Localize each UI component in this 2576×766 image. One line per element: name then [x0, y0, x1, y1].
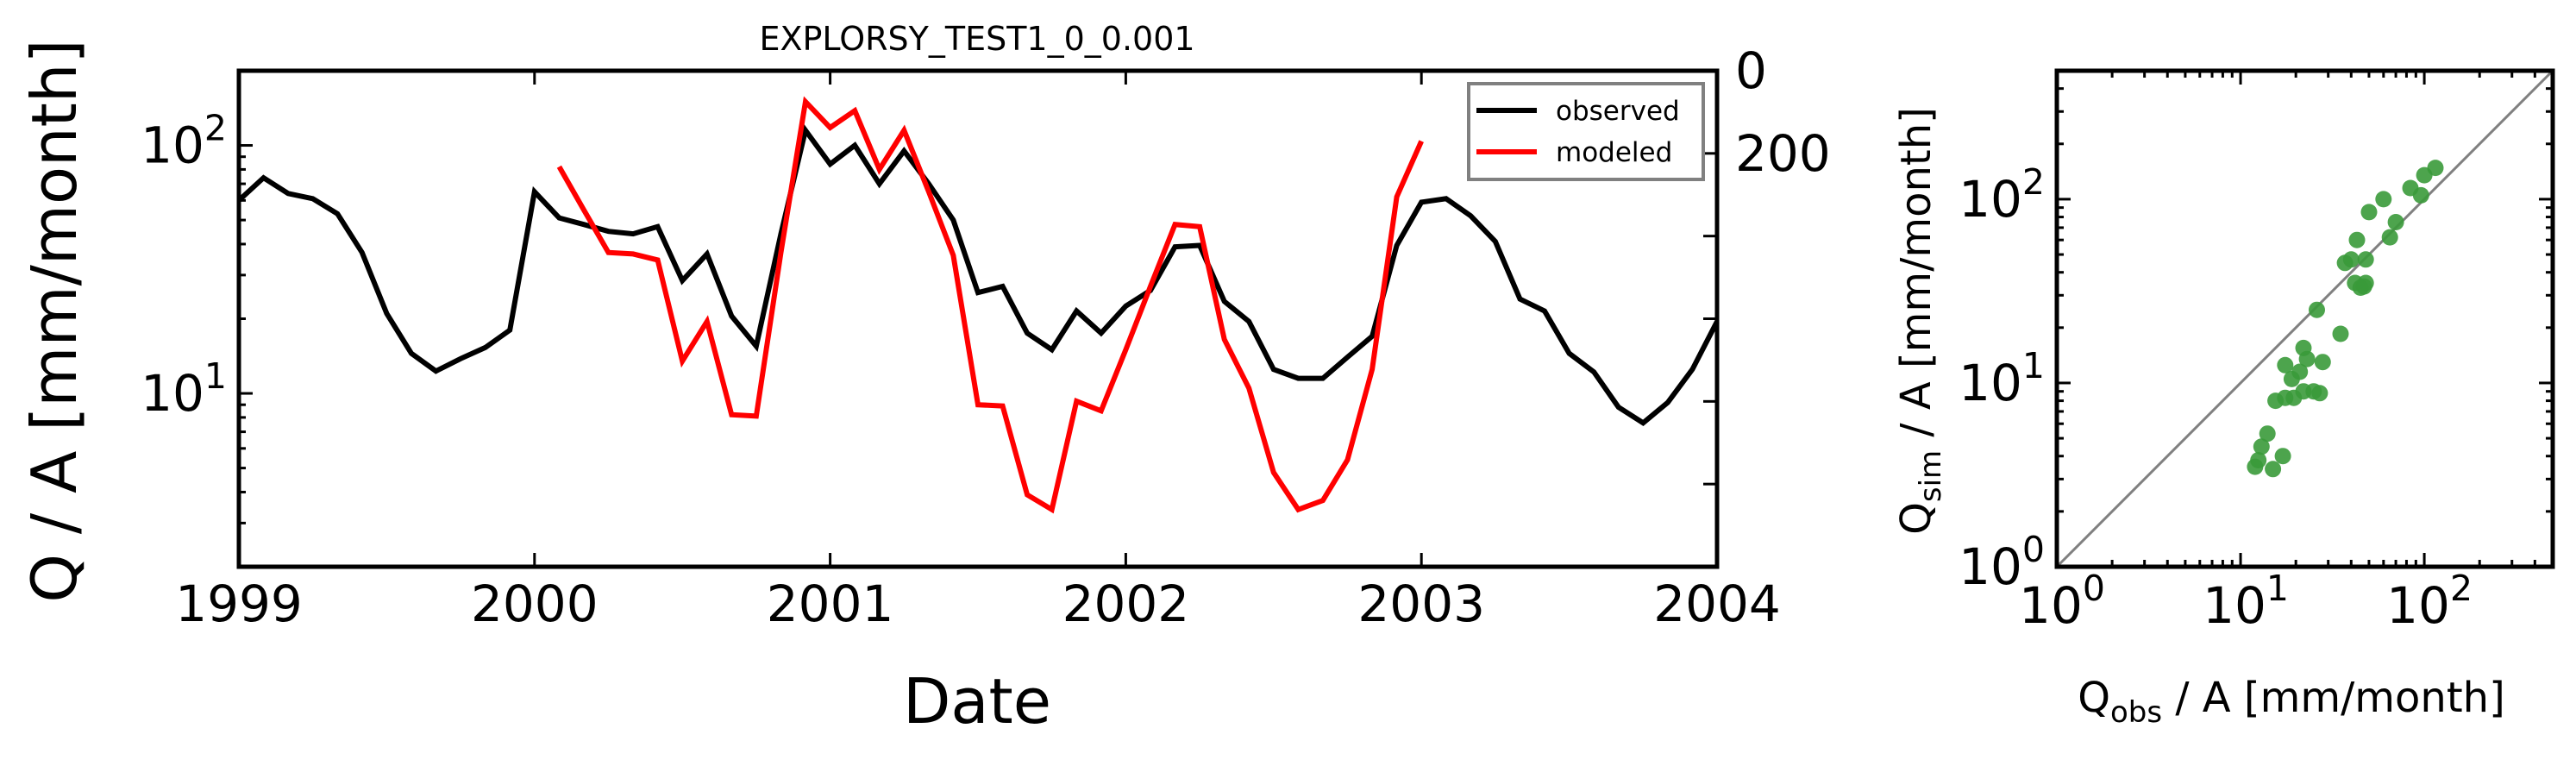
ts-x-tick-label: 2003 — [1357, 574, 1485, 633]
scatter-point — [2357, 274, 2374, 292]
ts-plot-area: 1999 2000 2001 2002 2003 2004 101 102 0 200 — [141, 41, 1831, 633]
ts-x-tick-label: 1999 — [175, 574, 303, 633]
ts-axes-frame — [236, 68, 1720, 569]
ts-right-tick-label: 0 — [1735, 41, 1767, 100]
scatter-point — [2360, 204, 2378, 221]
scatter-y-axis-label: Qsim / A [mm/month] — [1892, 107, 1948, 535]
scatter-point — [2250, 452, 2267, 468]
scatter-point — [2259, 425, 2276, 443]
scatter-point — [2387, 214, 2404, 230]
ts-x-axis-label: Date — [903, 665, 1051, 738]
ts-y-tick-label: 101 — [141, 355, 227, 423]
scatter-point — [2309, 301, 2325, 318]
ts-title: EXPLORSY_TEST1_0_0.001 — [759, 20, 1194, 58]
scatter-point — [2277, 356, 2294, 374]
ts-x-tick-label: 2004 — [1653, 574, 1781, 633]
scatter-x-tick-label: 101 — [2203, 568, 2289, 635]
scatter-x-tick-label: 102 — [2386, 568, 2473, 635]
ts-x-tick-label: 2001 — [767, 574, 894, 633]
scatter-x-tick-label: 100 — [2019, 568, 2105, 635]
scatter-point — [2291, 363, 2309, 380]
scatter-point — [2427, 160, 2444, 177]
legend-label-observed: observed — [1556, 96, 1680, 127]
scatter-point — [2332, 325, 2349, 342]
scatter-point — [2253, 438, 2270, 455]
scatter-x-axis-label: Qobs / A [mm/month] — [2078, 674, 2505, 730]
ts-legend: observed modeled — [1467, 82, 1705, 181]
ts-y-tick-label: 102 — [141, 108, 227, 175]
scatter-point — [2311, 385, 2328, 402]
one-to-one-line — [2055, 69, 2554, 568]
series-line-observed — [236, 124, 1720, 427]
scatter-point — [2342, 251, 2360, 268]
scatter-point — [2375, 191, 2392, 208]
legend-label-modeled: modeled — [1556, 137, 1672, 168]
series-line-modeled — [556, 96, 1424, 514]
scatter-point — [2265, 461, 2282, 478]
scatter-axes-frame — [2054, 68, 2555, 569]
scatter-point — [2298, 350, 2316, 367]
scatter-point — [2357, 251, 2374, 268]
scatter-point — [2274, 448, 2291, 465]
time-series-panel: EXPLORSY_TEST1_0_0.001 1999 2000 2001 2002 2… — [18, 20, 1831, 738]
ts-right-tick-label: 200 — [1735, 124, 1831, 183]
ts-y-axis-label: Q / A [mm/month] — [18, 39, 91, 602]
scatter-y-tick-label: 101 — [1959, 345, 2045, 412]
scatter-point — [2412, 186, 2429, 204]
legend-box — [1467, 82, 1705, 181]
scatter-point — [2314, 354, 2331, 371]
ts-x-tick-label: 2000 — [471, 574, 599, 633]
scatter-point — [2348, 231, 2366, 248]
scatter-y-tick-label: 100 — [1959, 529, 2045, 596]
scatter-point — [2381, 229, 2398, 246]
ts-x-tick-label: 2002 — [1062, 574, 1190, 633]
scatter-y-tick-label: 102 — [1959, 161, 2045, 229]
